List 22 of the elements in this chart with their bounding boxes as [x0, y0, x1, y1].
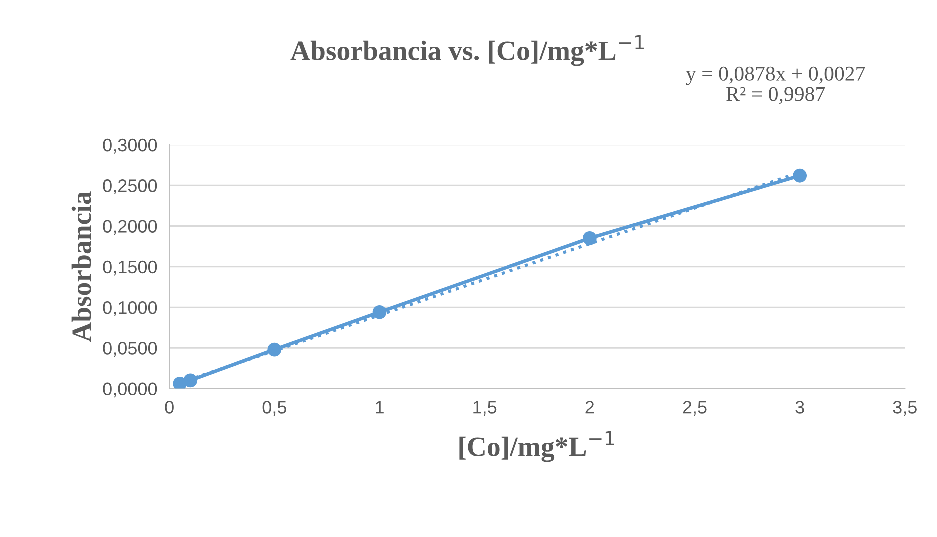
- point: [582, 232, 597, 246]
- x-tick-label: 0: [165, 401, 174, 414]
- y-axis-title: Absorbancia: [72, 192, 92, 342]
- x-tick-label: 1: [376, 401, 384, 414]
- y-tick-label: 0,2500: [103, 180, 158, 194]
- x-tick-label: 3,5: [893, 401, 917, 416]
- x-tick-label: 0,5: [262, 401, 286, 416]
- point: [793, 168, 808, 183]
- x-tick-label: 2,5: [683, 401, 707, 416]
- text: y = 0,0878x + 0,0027 R² = 0,9987: [686, 66, 866, 104]
- y-tick-label: 0,0500: [103, 342, 158, 358]
- y-tick-label: 0,1000: [103, 301, 158, 316]
- x-axis-title: [Co]/mg*L$^{−1}$: [460, 431, 614, 462]
- x-tick-label: 3: [796, 401, 804, 414]
- point: [372, 305, 387, 320]
- y-tick-label: 0,1500: [103, 260, 158, 276]
- x-tick-label: 1,5: [474, 401, 497, 416]
- y-tick-label: 0,0000: [103, 382, 158, 398]
- y-tick-label: 0,3000: [103, 138, 158, 154]
- y-tick-label: 0,2000: [103, 220, 158, 236]
- chart-title: Absorbancia vs. [Co]/mg*L$^{−1}$: [290, 35, 644, 66]
- x-tick-label: 2: [586, 401, 594, 414]
